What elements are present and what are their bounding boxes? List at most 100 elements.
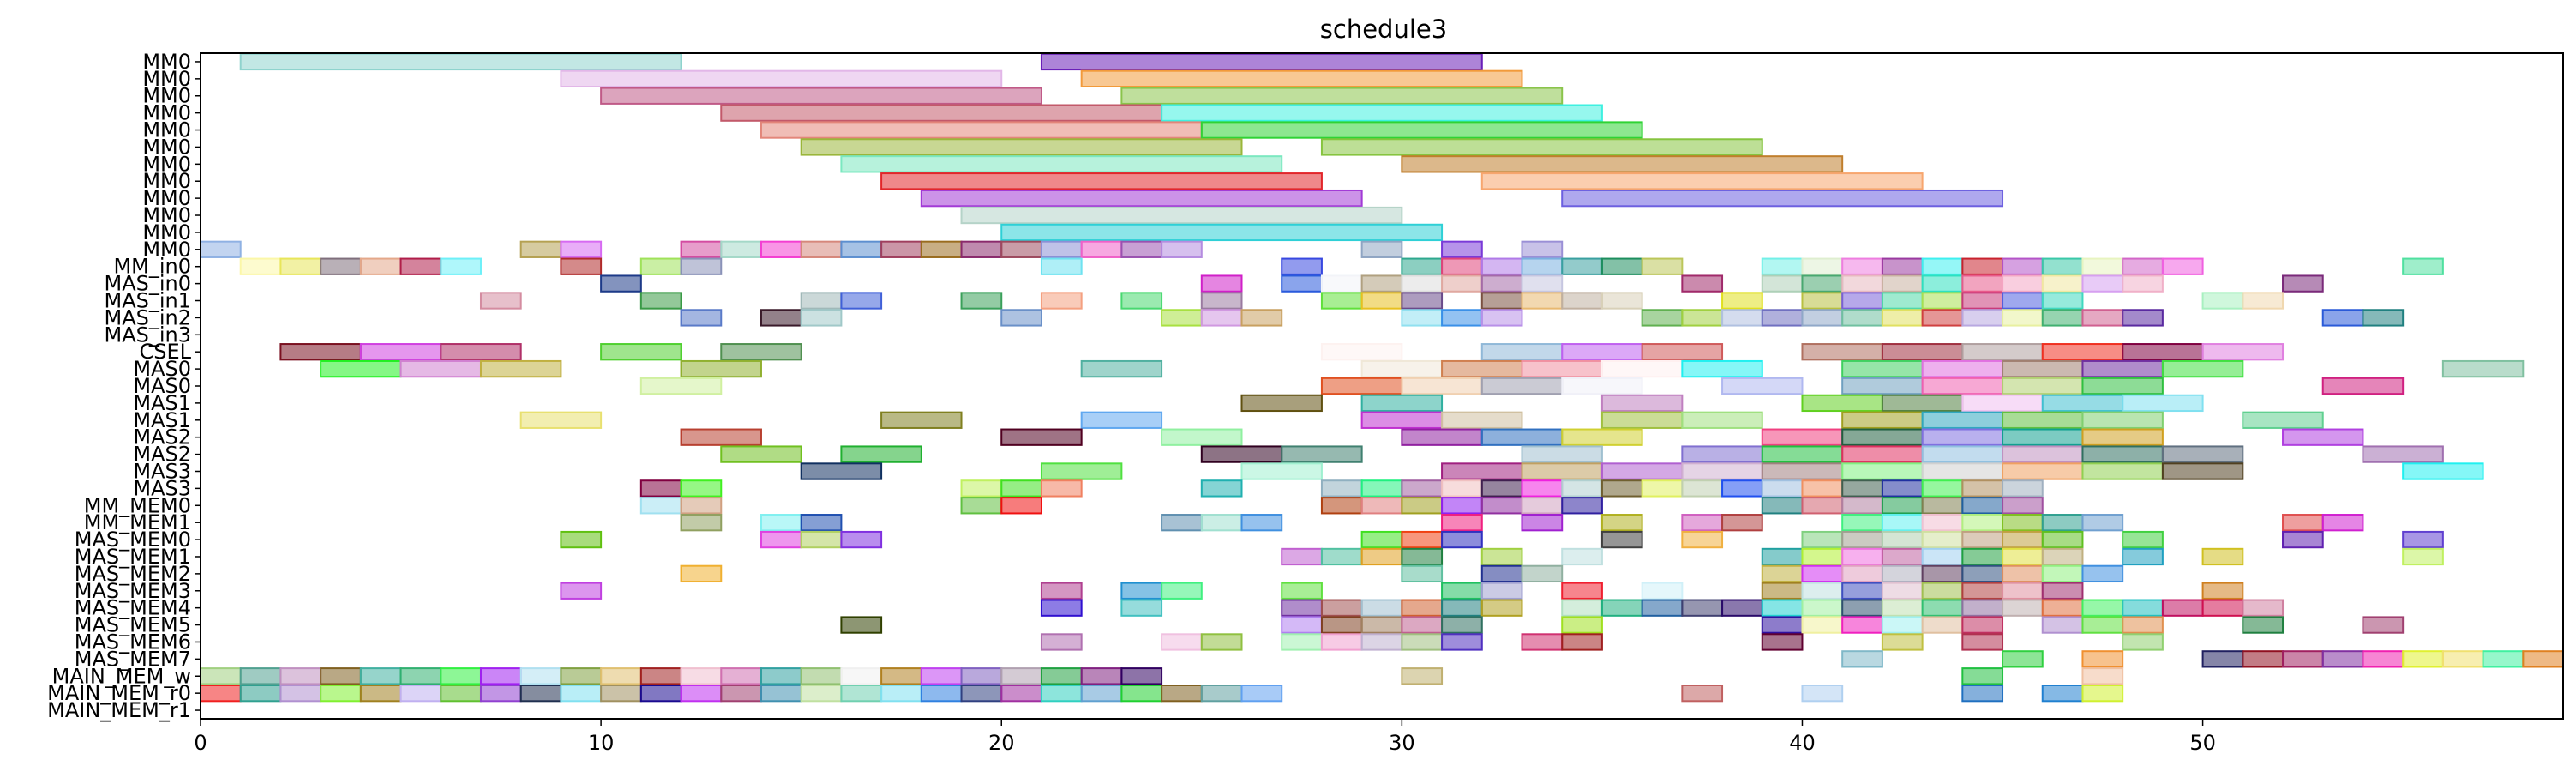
task-bar	[1841, 274, 1883, 293]
task-bar	[1841, 582, 1883, 600]
task-bar	[1561, 479, 1603, 498]
task-bar	[359, 685, 402, 703]
task-bar	[1881, 547, 1924, 566]
task-bar	[920, 240, 963, 258]
task-bar	[800, 309, 843, 327]
task-bar	[2002, 582, 2044, 600]
y-tick-label: MM0	[142, 220, 191, 244]
task-bar	[1921, 359, 2004, 378]
task-bar	[1681, 411, 1763, 429]
task-bar	[1040, 685, 1083, 703]
task-bar	[880, 411, 963, 429]
task-bar	[519, 411, 603, 429]
task-bar	[2321, 377, 2405, 395]
task-bar	[1961, 564, 2004, 583]
task-bar	[2002, 547, 2044, 566]
task-bar	[1161, 428, 1243, 446]
task-bar	[2002, 292, 2044, 310]
task-bar	[1120, 685, 1163, 703]
task-bar	[2161, 445, 2244, 463]
task-bar	[2041, 599, 2084, 617]
task-bar	[1881, 343, 1964, 361]
x-tick-label: 0	[194, 731, 207, 755]
y-tick-label: MAS_MEM5	[75, 613, 191, 637]
task-bar	[760, 667, 802, 685]
task-bar	[760, 121, 1203, 139]
task-bar	[2402, 650, 2444, 668]
task-bar	[2002, 445, 2084, 463]
task-bar	[279, 343, 362, 361]
task-bar	[200, 667, 242, 685]
x-tick-label: 40	[1789, 731, 1816, 755]
y-tick-label: MAS_MEM3	[75, 579, 191, 603]
task-bar	[2122, 394, 2204, 413]
task-bar	[1600, 292, 1643, 310]
task-bar	[2122, 343, 2204, 361]
task-bar	[680, 514, 723, 532]
task-bar	[1360, 497, 1403, 515]
task-bar	[920, 667, 963, 685]
task-bar	[239, 667, 282, 685]
task-bar	[1161, 633, 1203, 651]
task-bar	[1721, 377, 1804, 395]
task-bar	[2081, 359, 2164, 378]
task-bar	[200, 685, 242, 703]
task-bar	[720, 104, 1163, 122]
task-bar	[1161, 104, 1603, 122]
task-bar	[1561, 428, 1643, 446]
task-bar	[2041, 616, 2084, 634]
task-bar	[1600, 479, 1643, 498]
task-bar	[1360, 479, 1403, 498]
task-bar	[2242, 292, 2285, 310]
y-tick-label: MAS_MEM2	[75, 562, 191, 586]
task-bar	[2002, 257, 2044, 275]
task-bar	[1841, 547, 1883, 566]
task-bar	[1921, 564, 1964, 583]
task-bar	[1841, 479, 1883, 498]
task-bar	[2081, 616, 2124, 634]
task-bar	[2161, 462, 2244, 480]
y-tick-label: MAS_in2	[104, 305, 191, 329]
task-bar	[1881, 257, 1924, 275]
task-bar	[1600, 462, 1684, 480]
task-bar	[1881, 497, 1924, 515]
task-bar	[1600, 394, 1684, 413]
task-bar	[1200, 479, 1243, 498]
task-bar	[1961, 497, 2004, 515]
task-bar	[359, 343, 442, 361]
task-bar	[2041, 564, 2084, 583]
task-bar	[1240, 685, 1283, 703]
task-bar	[2081, 667, 2124, 685]
task-bar	[1961, 582, 2004, 600]
task-bar	[1681, 274, 1724, 293]
task-bar	[1120, 667, 1163, 685]
task-bar	[800, 514, 843, 532]
task-bar	[1401, 599, 1444, 617]
y-tick-label: MM0	[142, 50, 191, 74]
task-bar	[320, 257, 362, 275]
task-bar	[1521, 497, 1564, 515]
task-bar	[1401, 667, 1444, 685]
task-bar	[1441, 274, 1483, 293]
task-bar	[399, 257, 442, 275]
task-bar	[1561, 292, 1603, 310]
task-bar	[1841, 616, 1883, 634]
task-bar	[2362, 616, 2405, 634]
task-bar	[2081, 428, 2164, 446]
task-bar	[1080, 667, 1123, 685]
task-bar	[1240, 394, 1323, 413]
task-bar	[1600, 514, 1643, 532]
task-bar	[1320, 616, 1363, 634]
x-tick-label: 30	[1389, 731, 1415, 755]
task-bar	[1521, 633, 1564, 651]
task-bar	[279, 667, 322, 685]
task-bar	[2002, 530, 2044, 549]
task-bar	[1401, 292, 1444, 310]
x-tick-label: 10	[588, 731, 615, 755]
task-bar	[2041, 530, 2084, 549]
task-bar	[840, 240, 883, 258]
task-bar	[2041, 292, 2084, 310]
y-tick-label: MM_MEM1	[84, 510, 191, 534]
task-bar	[1921, 274, 1964, 293]
task-bar	[1441, 359, 1523, 378]
